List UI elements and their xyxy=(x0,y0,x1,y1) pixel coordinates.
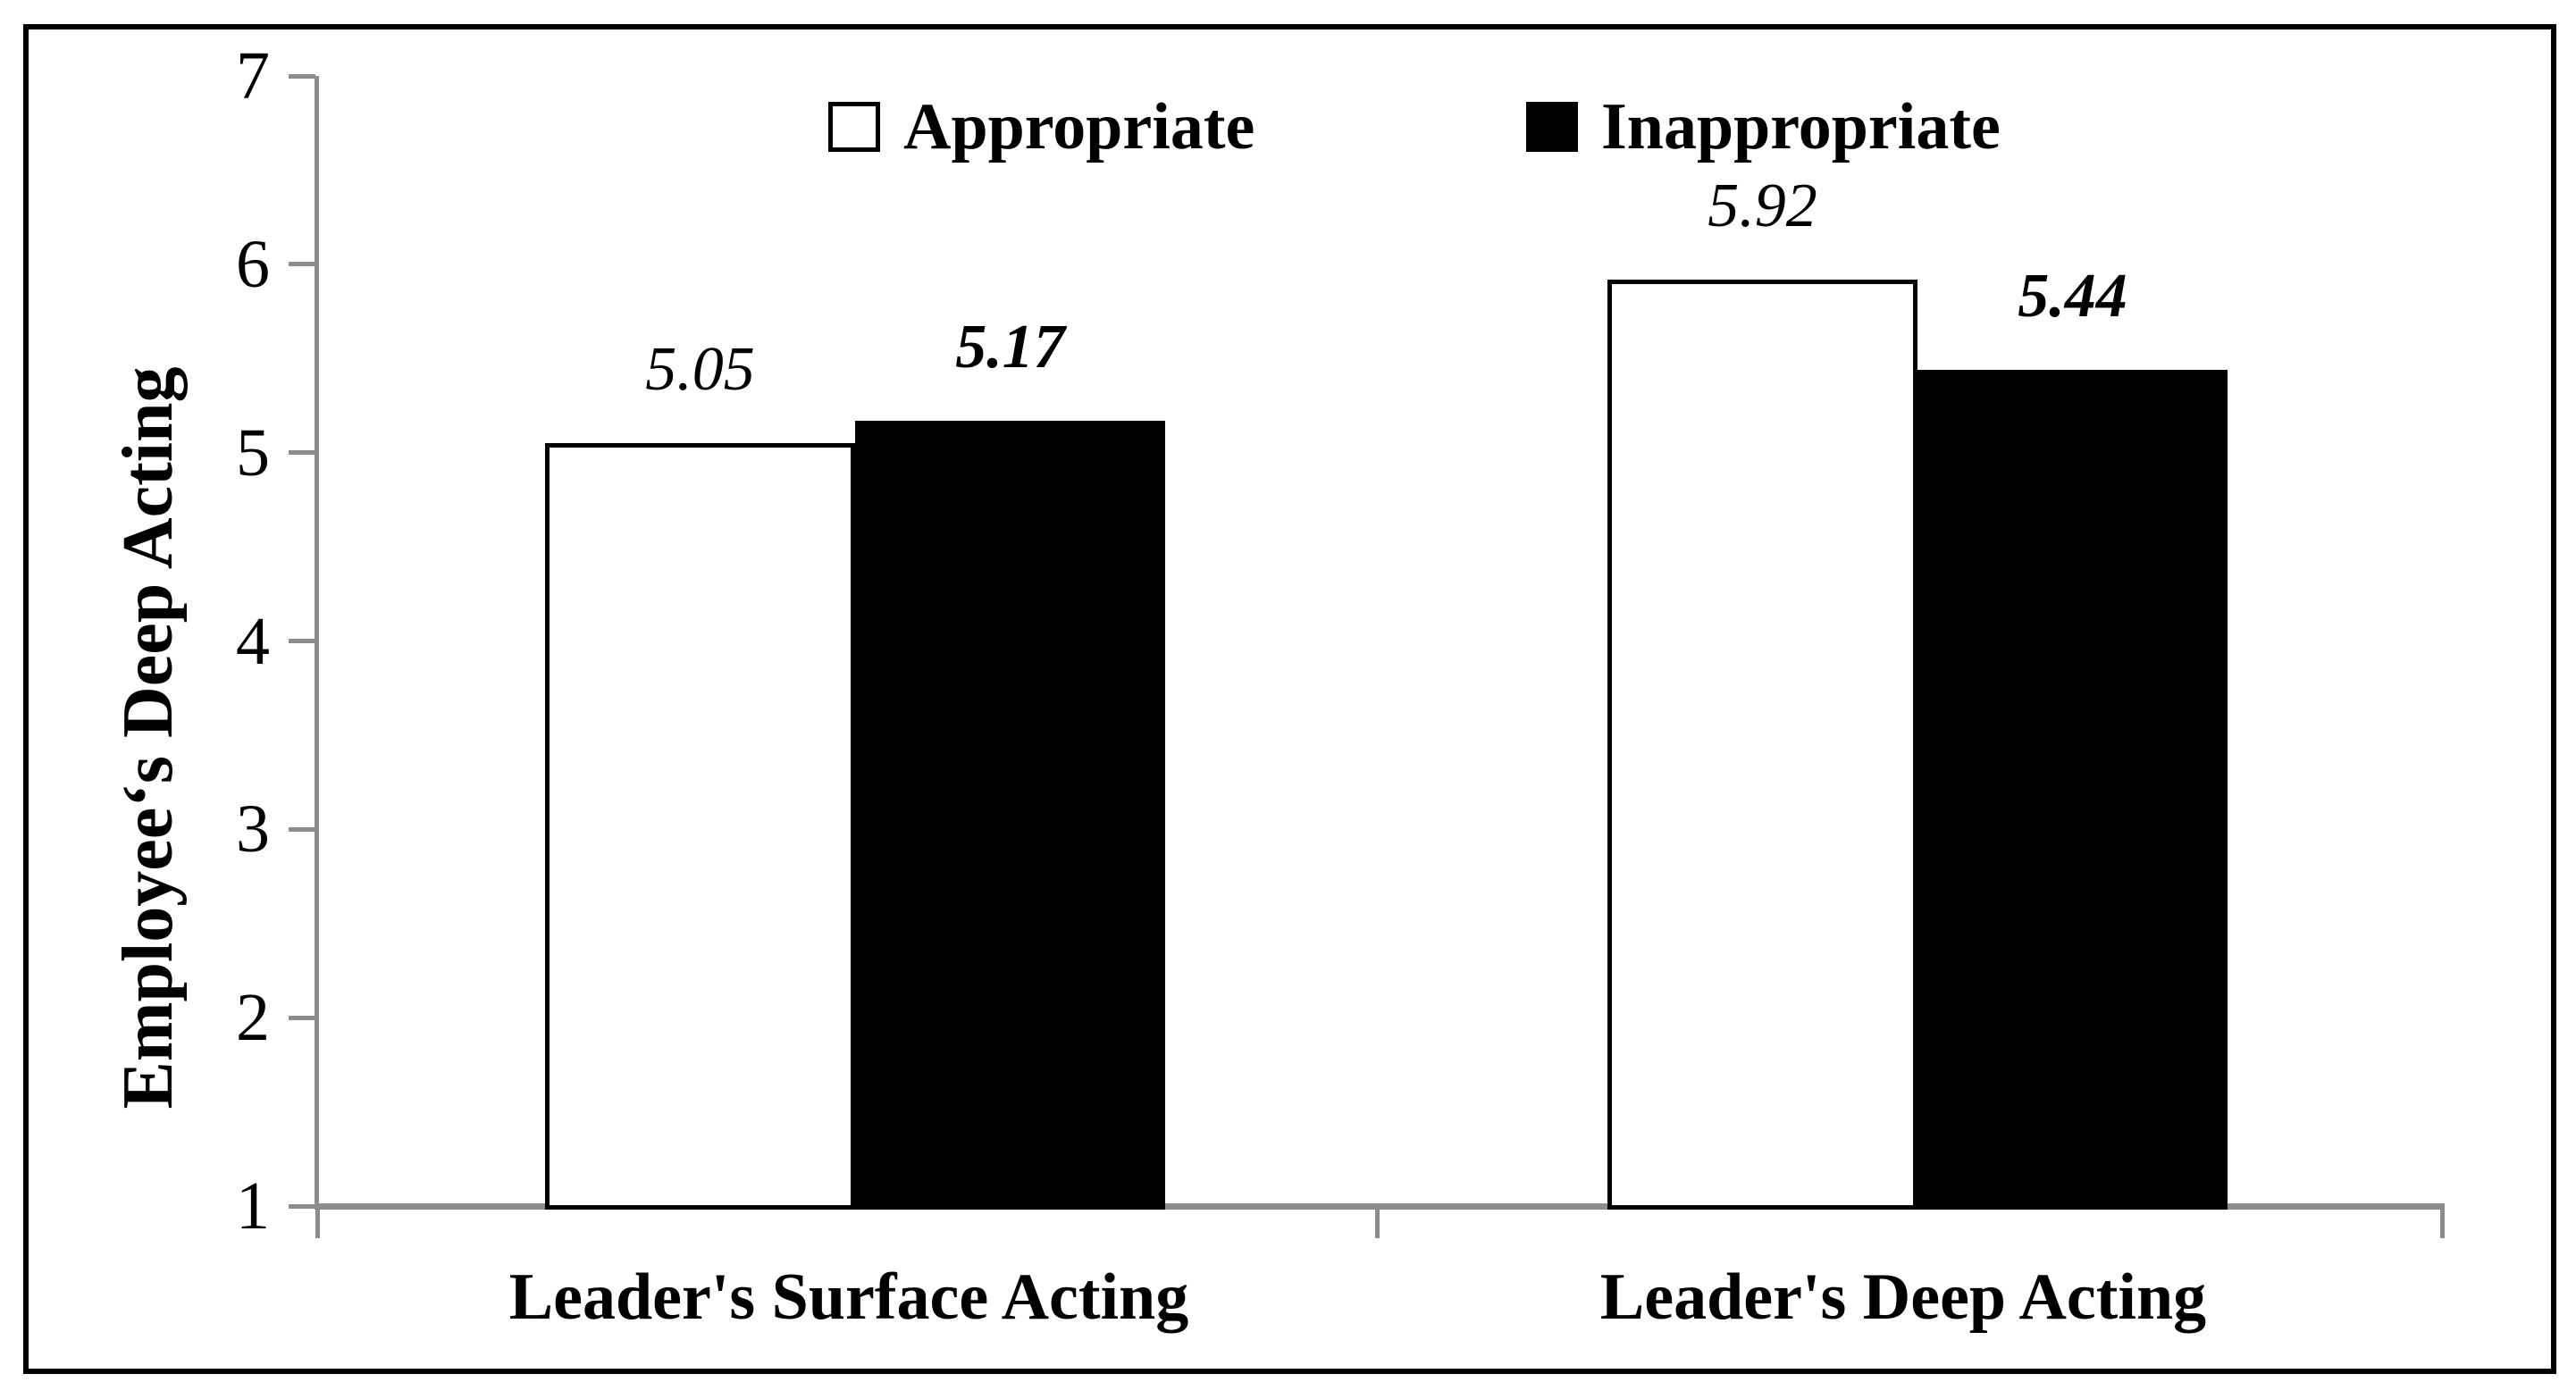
category-label: Leader's Surface Acting xyxy=(508,1261,1189,1334)
y-tick-mark xyxy=(289,1203,315,1209)
category-label: Leader's Deep Acting xyxy=(1599,1261,2207,1334)
y-tick-mark xyxy=(289,1015,315,1020)
legend-label: Appropriate xyxy=(903,89,1255,163)
y-tick-mark xyxy=(289,73,315,79)
bar-inappropriate-1 xyxy=(855,420,1165,1210)
legend-swatch-inappropriate xyxy=(1526,102,1578,152)
x-axis-line xyxy=(315,1203,2445,1210)
y-tick-mark xyxy=(289,450,315,456)
figure-border xyxy=(23,24,2556,1374)
bar-value-label: 5.05 xyxy=(645,335,755,405)
y-tick-mark xyxy=(289,826,315,832)
y-tick-label: 4 xyxy=(236,603,270,679)
y-tick-label: 2 xyxy=(236,980,270,1056)
y-axis-line xyxy=(315,76,319,1210)
y-tick-label: 3 xyxy=(236,792,270,867)
y-tick-label: 5 xyxy=(236,415,270,490)
legend-item-inappropriate: Inappropriate xyxy=(1526,86,2001,168)
y-axis-title: Employee‘s Deep Acting xyxy=(109,366,188,1110)
y-tick-mark xyxy=(289,639,315,643)
bar-value-label: 5.17 xyxy=(955,312,1065,381)
bar-appropriate-1 xyxy=(545,443,855,1210)
y-tick-label: 6 xyxy=(236,226,270,302)
bar-value-label: 5.44 xyxy=(2018,261,2127,331)
x-tick-mark xyxy=(2439,1210,2445,1238)
y-tick-mark xyxy=(289,262,315,267)
y-tick-label: 1 xyxy=(236,1169,270,1244)
bar-appropriate-2 xyxy=(1607,279,1917,1210)
bar-inappropriate-2 xyxy=(1917,369,2228,1210)
legend-item-appropriate: Appropriate xyxy=(828,86,1254,168)
x-tick-mark xyxy=(315,1210,320,1238)
legend-label: Inappropriate xyxy=(1601,89,2001,163)
x-tick-mark xyxy=(1374,1210,1380,1238)
y-tick-label: 7 xyxy=(236,38,270,113)
legend-swatch-appropriate xyxy=(828,102,880,152)
bar-value-label: 5.92 xyxy=(1708,171,1817,240)
